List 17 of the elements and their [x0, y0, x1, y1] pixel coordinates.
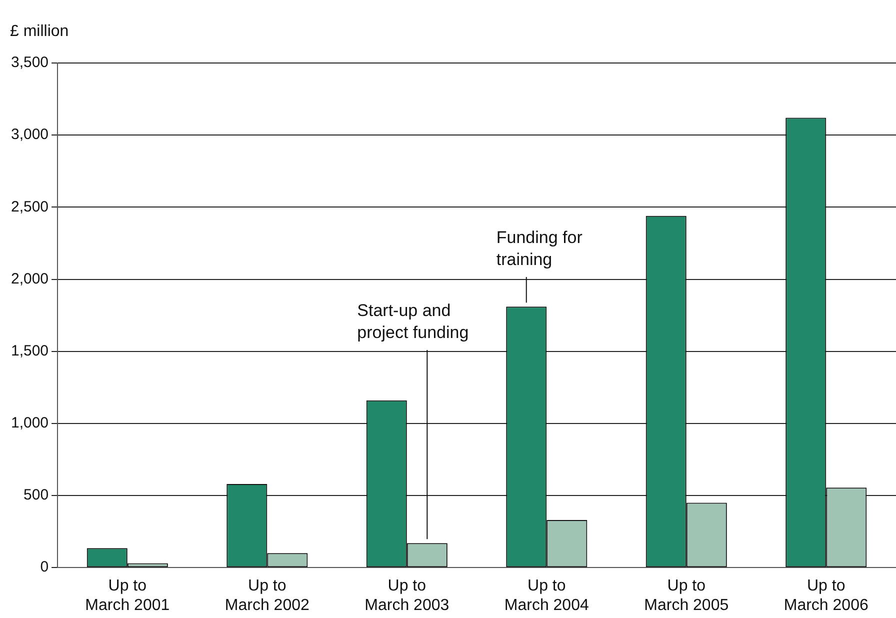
y-tick-label: 1,500: [10, 342, 49, 360]
x-tick-label: Up to March 2004: [504, 578, 589, 614]
x-tick-label: Up to March 2002: [224, 578, 310, 614]
y-tick-label: 1,000: [10, 414, 49, 432]
y-tick-label: 3,000: [10, 126, 49, 144]
y-axis-title: £ million: [10, 23, 69, 40]
x-tick-label: Up to March 2006: [784, 578, 868, 614]
text: Start-up and project funding: [357, 301, 469, 342]
y-tick-label: 3,500: [10, 54, 49, 72]
x-tick-label: Up to March 2005: [644, 578, 729, 614]
x-tick-label: Up to March 2003: [364, 578, 450, 614]
y-tick-label: 500: [24, 486, 49, 504]
y-tick-label: 2,000: [10, 270, 49, 288]
text: Funding for training: [496, 228, 583, 270]
y-tick-label: 2,500: [10, 198, 49, 216]
x-tick-label: Up to March 2001: [85, 578, 170, 614]
y-tick-label: 0: [40, 558, 49, 576]
